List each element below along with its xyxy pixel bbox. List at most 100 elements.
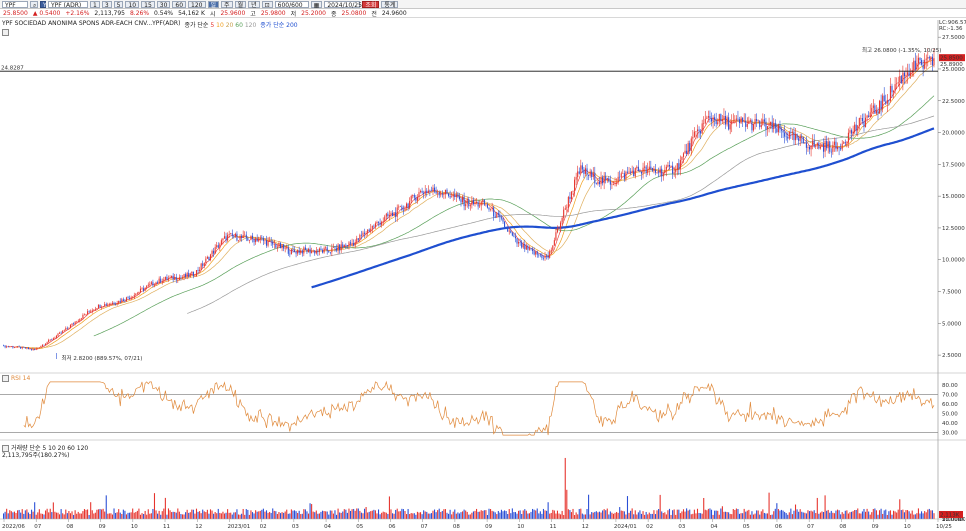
candle-body	[446, 189, 448, 194]
candle-body	[279, 243, 282, 249]
volume-bar	[763, 512, 765, 519]
candle-body	[320, 248, 322, 251]
time-tick-label: 03	[292, 524, 299, 530]
volume-bar	[466, 511, 468, 519]
turnover-value: 0.54%	[154, 9, 174, 17]
candle-body	[882, 95, 884, 109]
count-input[interactable]: 600/600	[274, 0, 309, 9]
candle-body	[426, 190, 428, 193]
candle-body	[186, 272, 188, 277]
candle-body	[672, 165, 674, 174]
volume-bar	[320, 511, 322, 519]
volume-bar	[326, 511, 328, 519]
candle-body	[155, 282, 157, 286]
timeframe-5[interactable]: 5	[113, 0, 124, 9]
chart-settings-icon[interactable]	[2, 28, 11, 38]
volume-bar	[104, 511, 106, 519]
volume-bar	[208, 513, 210, 519]
candle-body	[129, 298, 131, 299]
symbol-input[interactable]: YPF	[2, 0, 28, 9]
volume-bar	[429, 513, 431, 519]
candle-body	[490, 208, 492, 210]
volume-bar	[516, 513, 518, 519]
price-change: ▲ 0.5400	[32, 9, 61, 17]
candle-body	[650, 166, 652, 169]
candle-body	[756, 119, 758, 121]
timeframe-120[interactable]: 120	[188, 0, 206, 9]
candle-body	[113, 302, 115, 304]
candle-body	[463, 196, 465, 207]
candle-body	[454, 194, 456, 197]
candle-body	[138, 291, 140, 294]
volume-bar	[732, 509, 734, 519]
volume-bar	[703, 497, 705, 519]
volume-bar	[477, 511, 479, 519]
date-input[interactable]: 2024/10/25	[324, 0, 362, 9]
candle-body	[759, 120, 761, 128]
candle-body	[665, 166, 667, 170]
candle-body	[760, 125, 762, 128]
timeframe-1[interactable]: 1	[90, 0, 100, 9]
price-tick-label: 27.5000	[942, 35, 965, 41]
time-tick-label: 02	[646, 524, 653, 530]
candle-body	[835, 141, 837, 150]
candle-body	[261, 237, 263, 239]
candle-body	[306, 249, 308, 253]
volume-bar	[127, 512, 129, 519]
volume-bar	[777, 509, 779, 519]
volume-bar	[269, 511, 271, 519]
volume-bar	[748, 509, 750, 519]
candle-body	[689, 143, 691, 152]
volume-bar	[110, 513, 112, 519]
volume-bar	[211, 510, 213, 519]
candle-body	[32, 349, 34, 350]
candle-body	[857, 125, 859, 131]
timeframe-30[interactable]: 30	[156, 0, 171, 9]
candle-body	[818, 142, 820, 149]
volume-bar	[231, 514, 233, 519]
candle-body	[499, 214, 501, 218]
volume-bar	[687, 510, 689, 519]
search-button[interactable]: ⌕	[30, 0, 38, 9]
volume-bar	[219, 512, 221, 519]
candle-body	[675, 170, 677, 173]
volume-bar	[709, 508, 711, 519]
candle-body	[496, 213, 498, 218]
candle-body	[491, 207, 493, 209]
candle-body	[602, 177, 604, 184]
volume-bar	[726, 511, 728, 519]
volume-bar	[54, 511, 56, 519]
volume-bar	[83, 509, 86, 519]
timeframe-day[interactable]: 일	[207, 0, 220, 9]
timeframe-10[interactable]: 10	[125, 0, 140, 9]
volume-bar	[265, 510, 268, 519]
calendar-icon[interactable]: ▦	[310, 0, 323, 9]
timeframe-month[interactable]: 월	[234, 0, 247, 9]
timeframe-15[interactable]: 15	[141, 0, 155, 9]
volume-bar	[407, 508, 409, 519]
candle-body	[798, 138, 800, 141]
candle-body	[407, 203, 409, 208]
timeframe-year[interactable]: 년	[248, 0, 260, 9]
timeframe-3[interactable]: 3	[101, 0, 112, 9]
time-tick-label: 2024/01	[614, 524, 637, 530]
timeframe-week[interactable]: 주	[221, 0, 233, 9]
toolbar: YPF ⌕ Y YPF (ADR) 1 3 5 10 15 30 60 120 …	[0, 0, 966, 9]
candle-body	[748, 121, 750, 124]
volume-bar	[69, 513, 72, 519]
candle-body	[808, 147, 811, 150]
candle-body	[163, 279, 165, 282]
candle-body	[18, 346, 20, 347]
volume-bar	[15, 512, 17, 519]
volume-bar	[810, 510, 812, 519]
time-tick-label: 07	[34, 524, 41, 530]
query-button[interactable]: 조회	[362, 0, 380, 9]
timeframe-60[interactable]: 60	[172, 0, 187, 9]
volume-bar	[766, 513, 769, 519]
stats-button[interactable]: 통계	[381, 0, 399, 9]
candle-body	[169, 277, 171, 279]
lock-icon[interactable]: ⊡	[261, 0, 273, 9]
candle-body	[917, 57, 919, 64]
volume-bar	[654, 514, 657, 519]
